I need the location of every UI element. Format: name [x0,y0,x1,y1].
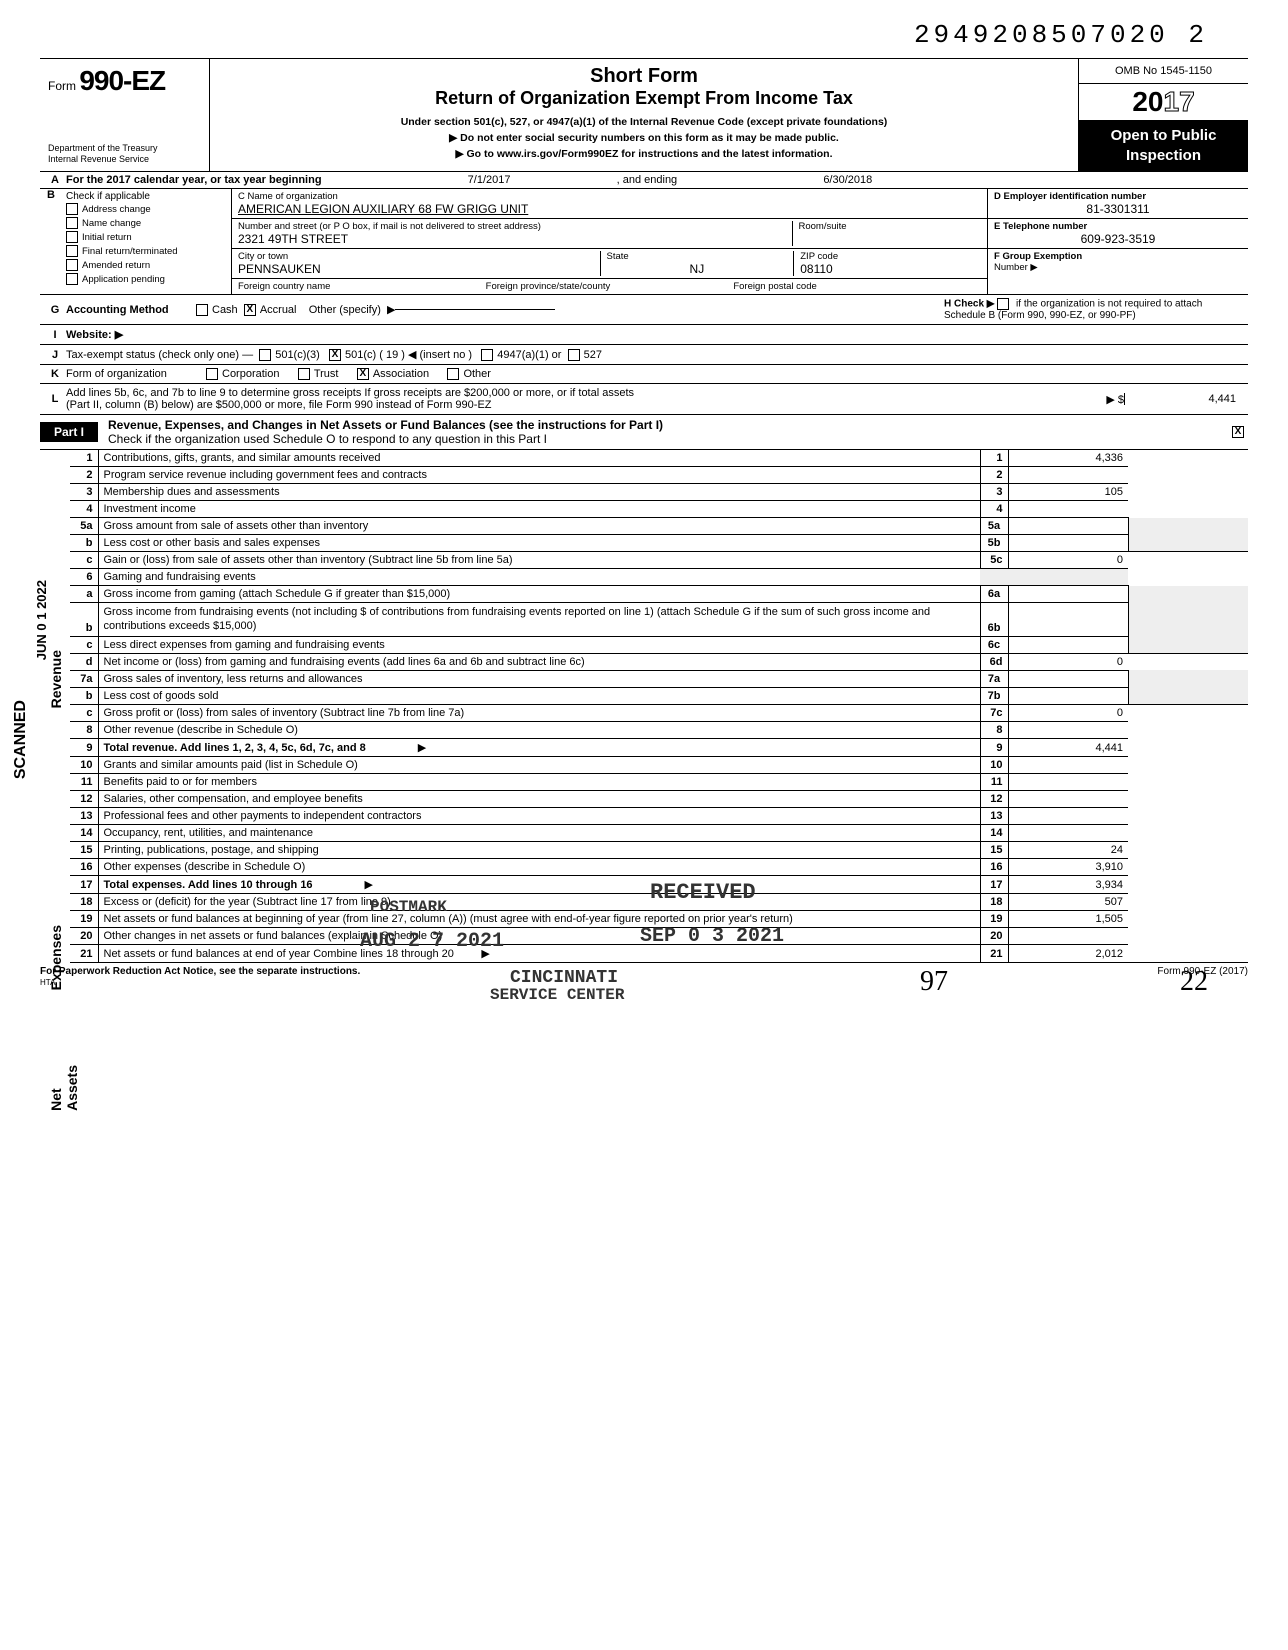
handwriting-97: 97 [920,966,948,998]
group-exemption-label: F Group Exemption [994,251,1082,262]
stamp-service-center: SERVICE CENTER [490,986,624,1004]
footer: For Paperwork Reduction Act Notice, see … [40,963,1248,988]
header-tracking-number: 2949208507020 2 [40,20,1248,50]
checkbox-address-change[interactable] [66,203,78,215]
checkbox-amended-return[interactable] [66,259,78,271]
checkbox-501c3[interactable] [259,349,271,361]
street-label: Number and street (or P O box, if mail i… [238,221,786,232]
checkbox-association[interactable]: X [357,368,369,380]
form-header: Form 990-EZ Department of the Treasury I… [40,58,1248,172]
checkbox-final-return[interactable] [66,245,78,257]
line-i: I Website: ▶ [40,325,1248,345]
checkbox-initial-return[interactable] [66,231,78,243]
side-date: JUN 0 1 2022 [34,580,49,660]
group-exemption-number-label: Number ▶ [994,262,1038,273]
lines-table: 1Contributions, gifts, grants, and simil… [70,450,1248,963]
omb-number: OMB No 1545-1150 [1079,59,1248,84]
form-number: Form 990-EZ [48,65,201,97]
line-k: K Form of organization Corporation Trust… [40,365,1248,384]
ein-label: D Employer identification number [994,191,1146,202]
room-label: Room/suite [799,221,982,232]
side-revenue: Revenue [48,650,64,708]
checkbox-527[interactable] [568,349,580,361]
state-value: NJ [607,262,788,276]
line-a: A For the 2017 calendar year, or tax yea… [40,172,1248,189]
line-j: J Tax-exempt status (check only one) — 5… [40,345,1248,365]
checkbox-501c[interactable]: X [329,349,341,361]
checkbox-corporation[interactable] [206,368,218,380]
checkbox-trust[interactable] [298,368,310,380]
checkbox-schedule-b[interactable] [997,298,1009,310]
foreign-postal-label: Foreign postal code [733,281,981,292]
checkbox-application-pending[interactable] [66,273,78,285]
part-1-header: Part I Revenue, Expenses, and Changes in… [40,415,1248,450]
zip-value: 08110 [800,262,981,276]
checkbox-accrual[interactable]: X [244,304,256,316]
foreign-country-label: Foreign country name [238,281,486,292]
form-subtitle-3: ▶ Go to www.irs.gov/Form990EZ for instru… [220,147,1068,163]
foreign-province-label: Foreign province/state/county [486,281,734,292]
tax-year: 2017 [1079,84,1248,120]
street-value: 2321 49TH STREET [238,232,786,246]
line-g-h: G Accounting Method Cash XAccrual Other … [40,295,1248,325]
org-name: AMERICAN LEGION AUXILIARY 68 FW GRIGG UN… [238,202,981,216]
org-name-label: C Name of organization [238,191,981,202]
side-scanned: SCANNED [12,700,30,779]
checkbox-schedule-o-part1[interactable]: X [1232,426,1244,438]
identity-block: B Check if applicable Address change Nam… [40,189,1248,295]
department-label: Department of the Treasury Internal Reve… [48,143,201,165]
phone-label: E Telephone number [994,221,1087,232]
state-label: State [607,251,788,262]
open-to-public: Open to PublicInspection [1079,120,1248,171]
side-expenses: Expenses [48,925,64,990]
line-l: L Add lines 5b, 6c, and 7b to line 9 to … [40,384,1248,415]
checkbox-4947[interactable] [481,349,493,361]
city-value: PENNSAUKEN [238,262,600,276]
checkbox-name-change[interactable] [66,217,78,229]
form-subtitle-1: Under section 501(c), 527, or 4947(a)(1)… [220,115,1068,131]
check-if-applicable: Check if applicable Address change Name … [62,189,232,294]
city-label: City or town [238,251,600,262]
handwriting-22: 22 [1180,966,1208,998]
gross-receipts: 4,441 [1124,393,1244,405]
checkbox-other-org[interactable] [447,368,459,380]
form-title-1: Short Form [220,65,1068,88]
ein-value: 81-3301311 [994,202,1242,216]
checkbox-cash[interactable] [196,304,208,316]
form-subtitle-2: ▶ Do not enter social security numbers o… [220,131,1068,147]
phone-value: 609-923-3519 [994,232,1242,246]
side-netassets: Net Assets [48,1065,80,1111]
form-title-2: Return of Organization Exempt From Incom… [220,88,1068,109]
zip-label: ZIP code [800,251,981,262]
